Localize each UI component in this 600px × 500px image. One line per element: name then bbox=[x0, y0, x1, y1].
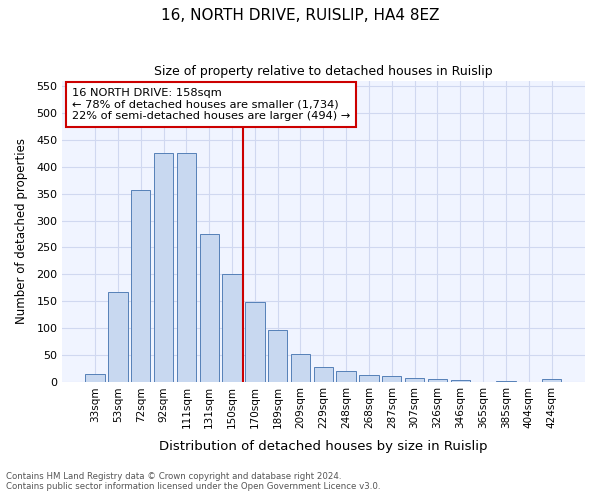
Bar bbox=[405, 378, 424, 382]
Bar bbox=[85, 374, 105, 382]
Text: Contains HM Land Registry data © Crown copyright and database right 2024.: Contains HM Land Registry data © Crown c… bbox=[6, 472, 341, 481]
Title: Size of property relative to detached houses in Ruislip: Size of property relative to detached ho… bbox=[154, 65, 493, 78]
Bar bbox=[291, 354, 310, 382]
Text: 16, NORTH DRIVE, RUISLIP, HA4 8EZ: 16, NORTH DRIVE, RUISLIP, HA4 8EZ bbox=[161, 8, 439, 22]
X-axis label: Distribution of detached houses by size in Ruislip: Distribution of detached houses by size … bbox=[159, 440, 488, 452]
Y-axis label: Number of detached properties: Number of detached properties bbox=[15, 138, 28, 324]
Bar bbox=[496, 381, 515, 382]
Bar bbox=[359, 375, 379, 382]
Bar bbox=[337, 372, 356, 382]
Bar bbox=[108, 292, 128, 382]
Text: Contains public sector information licensed under the Open Government Licence v3: Contains public sector information licen… bbox=[6, 482, 380, 491]
Bar bbox=[223, 274, 242, 382]
Text: 16 NORTH DRIVE: 158sqm
← 78% of detached houses are smaller (1,734)
22% of semi-: 16 NORTH DRIVE: 158sqm ← 78% of detached… bbox=[72, 88, 350, 122]
Bar bbox=[176, 153, 196, 382]
Bar bbox=[382, 376, 401, 382]
Bar bbox=[200, 234, 219, 382]
Bar bbox=[245, 302, 265, 382]
Bar bbox=[131, 190, 151, 382]
Bar bbox=[542, 380, 561, 382]
Bar bbox=[451, 380, 470, 382]
Bar bbox=[154, 153, 173, 382]
Bar bbox=[314, 367, 333, 382]
Bar bbox=[268, 330, 287, 382]
Bar bbox=[428, 380, 447, 382]
